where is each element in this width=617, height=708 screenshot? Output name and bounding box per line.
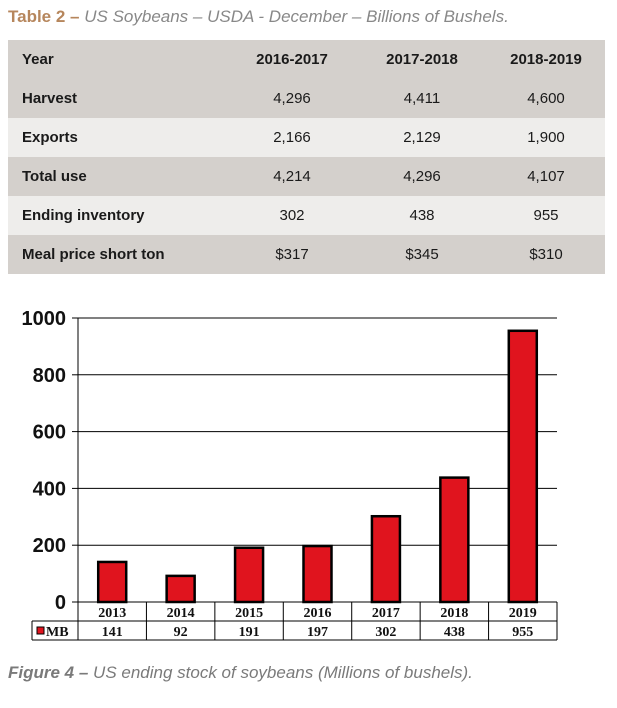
table-row: Total use 4,214 4,296 4,107 [8,157,605,196]
bar-2019 [507,329,539,604]
row-label: Ending inventory [22,207,145,224]
bar-2017 [370,514,402,604]
ending-stock-bar-chart: 0 200 400 600 800 1000 2013 141 2014 92 2015 191 201… [22,308,558,641]
cell: 1,900 [527,129,565,146]
figure-caption-text: US ending stock of soybeans (Millions of… [93,663,473,682]
x-tick-label: 2015 [235,606,263,621]
data-label: 92 [174,625,188,640]
cell: 955 [533,207,559,224]
cell: 4,411 [403,90,441,107]
y-tick-label: 200 [33,535,66,557]
cell: 4,296 [403,168,441,185]
x-tick-label: 2013 [98,606,126,621]
cell: 438 [409,207,435,224]
cell: 4,600 [527,90,565,107]
x-tick-label: 2018 [440,606,468,621]
data-label: 955 [512,625,533,640]
cell: 4,214 [273,168,311,185]
x-tick-label: 2016 [304,606,332,621]
x-tick-label: 2014 [167,606,195,621]
table-header-row: Year 2016-2017 2017-2018 2018-2019 [8,40,605,79]
y-tick-label: 600 [33,422,66,444]
bar-2014 [165,574,196,604]
data-label: 191 [239,625,260,640]
bar-2013 [96,560,128,604]
figure-caption-label: Figure 4 – [8,663,89,682]
cell: 2,166 [273,129,311,146]
cell: 302 [279,207,305,224]
cell: 4,107 [527,168,565,185]
y-tick-label: 800 [33,365,66,387]
table-caption-text: US Soybeans – USDA - December – Billions… [84,7,509,26]
legend-swatch [36,626,45,635]
cell: 2,129 [403,129,441,146]
soybeans-table: Year 2016-2017 2017-2018 2018-2019 Harve… [8,40,605,274]
y-tick-label: 0 [55,592,66,614]
row-label: Total use [22,168,87,185]
header-2018-2019: 2018-2019 [510,51,582,68]
table-row: Ending inventory 302 438 955 [8,196,605,235]
table-caption-label: Table 2 – [8,7,80,26]
x-tick-label: 2017 [372,606,400,621]
y-tick-label: 400 [33,478,66,500]
data-label: 197 [307,625,328,640]
bar-2018 [439,476,470,604]
data-label: 438 [444,625,465,640]
header-2017-2018: 2017-2018 [386,51,458,68]
row-label: Harvest [22,90,78,107]
y-tick-label: 1000 [22,308,67,330]
cell: $345 [405,246,439,263]
table-row: Harvest 4,296 4,411 4,600 [8,79,605,118]
cell: $310 [529,246,563,263]
table-row: Meal price short ton $317 $345 $310 [8,235,605,274]
header-2016-2017: 2016-2017 [256,51,328,68]
bar-2016 [302,544,333,604]
row-label: Exports [22,129,78,146]
table-row: Exports 2,166 2,129 1,900 [8,118,605,157]
bar-2015 [233,546,265,604]
header-year: Year [22,51,54,68]
figure-caption: Figure 4 – US ending stock of soybeans (… [8,663,473,683]
cell: $317 [275,246,309,263]
table-caption: Table 2 – US Soybeans – USDA - December … [8,7,509,27]
data-label: 141 [102,625,123,640]
data-label: 302 [375,625,396,640]
x-tick-label: 2019 [509,606,537,621]
legend-label: MB [46,625,69,640]
row-label: Meal price short ton [22,246,165,263]
cell: 4,296 [273,90,311,107]
